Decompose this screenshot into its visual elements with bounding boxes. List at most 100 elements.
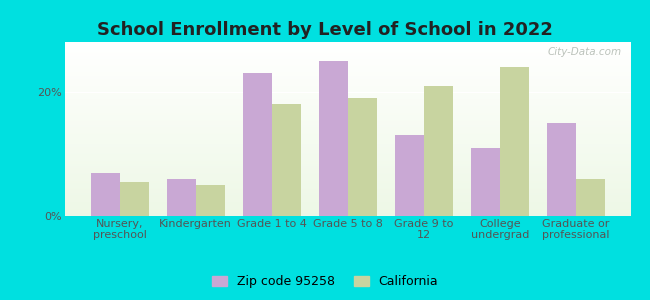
Bar bbox=[65, 61, 630, 62]
Bar bbox=[65, 79, 630, 80]
Bar bbox=[120, 182, 148, 216]
Bar bbox=[65, 162, 630, 163]
Bar bbox=[65, 66, 630, 67]
Bar bbox=[65, 73, 630, 74]
Bar bbox=[65, 167, 630, 168]
Bar bbox=[65, 56, 630, 57]
Bar bbox=[65, 118, 630, 119]
Bar bbox=[65, 117, 630, 118]
Bar bbox=[65, 153, 630, 154]
Bar bbox=[65, 124, 630, 125]
Bar bbox=[65, 50, 630, 51]
Bar bbox=[65, 96, 630, 97]
Bar bbox=[65, 122, 630, 123]
Bar bbox=[65, 106, 630, 107]
Bar bbox=[65, 101, 630, 102]
Bar bbox=[65, 187, 630, 188]
Bar bbox=[65, 169, 630, 170]
Bar bbox=[65, 110, 630, 111]
Bar bbox=[65, 85, 630, 86]
Bar bbox=[65, 204, 630, 205]
Bar bbox=[65, 151, 630, 152]
Bar bbox=[65, 166, 630, 167]
Bar bbox=[65, 62, 630, 63]
Bar bbox=[471, 148, 500, 216]
Bar bbox=[65, 103, 630, 104]
Bar bbox=[65, 69, 630, 70]
Bar bbox=[65, 54, 630, 55]
Bar bbox=[65, 138, 630, 139]
Bar bbox=[65, 141, 630, 142]
Bar bbox=[65, 173, 630, 174]
Bar bbox=[65, 145, 630, 146]
Bar bbox=[65, 177, 630, 178]
Bar bbox=[65, 118, 630, 119]
Bar bbox=[65, 172, 630, 173]
Bar bbox=[319, 61, 348, 216]
Bar bbox=[65, 147, 630, 148]
Bar bbox=[65, 146, 630, 147]
Bar bbox=[348, 98, 376, 216]
Bar bbox=[65, 97, 630, 98]
Bar bbox=[65, 55, 630, 56]
Bar bbox=[65, 44, 630, 45]
Bar bbox=[65, 209, 630, 210]
Bar bbox=[65, 205, 630, 206]
Bar bbox=[167, 179, 196, 216]
Bar bbox=[65, 214, 630, 215]
Bar bbox=[65, 160, 630, 161]
Bar bbox=[65, 143, 630, 144]
Bar bbox=[65, 78, 630, 79]
Bar bbox=[65, 63, 630, 64]
Bar bbox=[65, 197, 630, 198]
Bar bbox=[272, 104, 300, 216]
Bar bbox=[65, 83, 630, 84]
Bar bbox=[65, 111, 630, 112]
Bar bbox=[65, 64, 630, 65]
Bar bbox=[65, 75, 630, 76]
Text: School Enrollment by Level of School in 2022: School Enrollment by Level of School in … bbox=[97, 21, 553, 39]
Bar bbox=[65, 186, 630, 187]
Bar bbox=[65, 168, 630, 169]
Bar bbox=[65, 190, 630, 191]
Bar bbox=[65, 51, 630, 52]
Bar bbox=[65, 139, 630, 140]
Bar bbox=[500, 67, 528, 216]
Bar bbox=[65, 198, 630, 199]
Bar bbox=[65, 65, 630, 66]
Bar bbox=[65, 142, 630, 143]
Bar bbox=[65, 156, 630, 157]
Bar bbox=[65, 194, 630, 195]
Bar bbox=[65, 77, 630, 78]
Bar bbox=[196, 185, 224, 216]
Bar bbox=[65, 84, 630, 85]
Bar bbox=[65, 178, 630, 179]
Bar bbox=[65, 48, 630, 49]
Bar bbox=[65, 200, 630, 201]
Bar bbox=[65, 208, 630, 209]
Bar bbox=[65, 192, 630, 193]
Bar bbox=[65, 207, 630, 208]
Bar bbox=[65, 109, 630, 110]
Bar bbox=[65, 132, 630, 133]
Bar bbox=[65, 42, 630, 43]
Bar bbox=[65, 136, 630, 137]
Bar bbox=[65, 131, 630, 132]
Bar bbox=[65, 161, 630, 162]
Text: City-Data.com: City-Data.com bbox=[548, 47, 622, 57]
Bar bbox=[65, 114, 630, 115]
Bar bbox=[65, 133, 630, 134]
Bar bbox=[65, 165, 630, 166]
Bar bbox=[65, 171, 630, 172]
Bar bbox=[65, 215, 630, 216]
Bar bbox=[65, 104, 630, 105]
Bar bbox=[65, 210, 630, 211]
Bar bbox=[65, 128, 630, 129]
Bar bbox=[65, 81, 630, 82]
Bar bbox=[65, 98, 630, 99]
Bar bbox=[65, 46, 630, 47]
Bar bbox=[65, 184, 630, 185]
Bar bbox=[65, 70, 630, 71]
Bar bbox=[65, 72, 630, 73]
Bar bbox=[65, 185, 630, 186]
